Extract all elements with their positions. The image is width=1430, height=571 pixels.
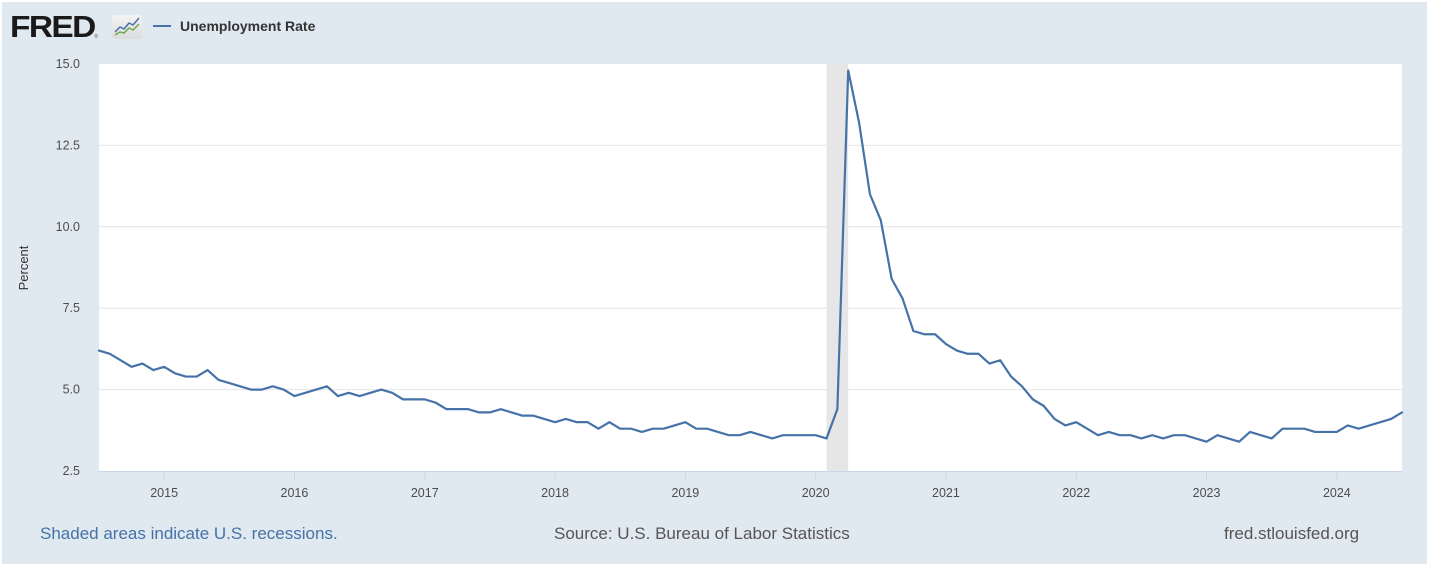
plot-area — [99, 64, 1402, 471]
x-tick-label: 2021 — [932, 486, 960, 500]
y-tick-label: 15.0 — [56, 57, 80, 71]
x-tick-label: 2022 — [1062, 486, 1090, 500]
chart-line-icon — [112, 15, 142, 39]
y-tick-label: 12.5 — [56, 138, 80, 152]
recession-band — [826, 64, 849, 471]
y-axis-title: Percent — [16, 245, 31, 290]
y-axis: 2.5 5.0 7.5 10.0 12.5 15.0 — [56, 57, 80, 478]
recession-layer — [826, 64, 849, 471]
y-tick-label: 2.5 — [63, 464, 80, 478]
y-tick-label: 7.5 — [63, 301, 80, 315]
x-tick-label: 2024 — [1323, 486, 1351, 500]
x-tick-label: 2023 — [1193, 486, 1221, 500]
legend-label: Unemployment Rate — [180, 18, 316, 34]
fred-url-link[interactable]: fred.stlouisfed.org — [1224, 524, 1360, 543]
chart-legend[interactable]: Unemployment Rate — [153, 18, 315, 34]
x-axis: 2015 2016 2017 2018 2019 2020 2021 2022 2023 2024 — [99, 471, 1402, 500]
source-text: Source: U.S. Bureau of Labor Statistics — [554, 524, 850, 543]
legend-swatch — [153, 25, 171, 27]
y-tick-label: 10.0 — [56, 220, 80, 234]
logo-text: FRED — [10, 9, 96, 44]
registered-mark: ® — [94, 34, 99, 40]
recession-note: Shaded areas indicate U.S. recessions. — [40, 524, 338, 543]
x-tick-label: 2019 — [671, 486, 699, 500]
fred-logo[interactable]: FRED ® — [10, 9, 99, 44]
x-tick-label: 2017 — [411, 486, 439, 500]
x-tick-label: 2018 — [541, 486, 569, 500]
x-tick-label: 2020 — [802, 486, 830, 500]
grid-layer — [99, 144, 1402, 391]
x-tick-label: 2016 — [281, 486, 309, 500]
x-tick-label: 2015 — [150, 486, 178, 500]
y-tick-label: 5.0 — [63, 383, 80, 397]
series-line-unemployment-rate — [97, 69, 1404, 443]
